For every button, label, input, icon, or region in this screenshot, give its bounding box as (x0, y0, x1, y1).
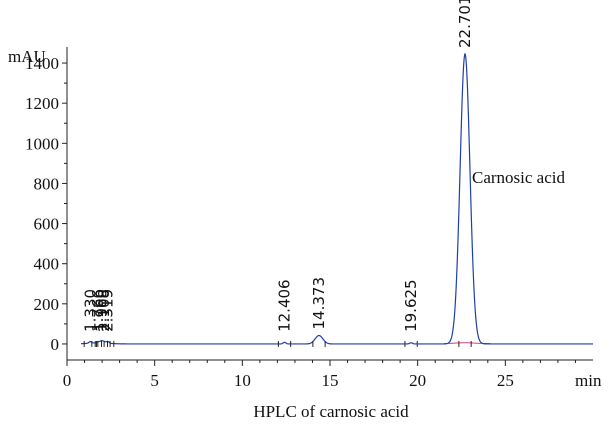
y-tick-label: 1000 (25, 134, 59, 153)
x-axis-ticks: 0 5 10 15 20 25 (63, 360, 576, 390)
peak-label: 2.319 (99, 289, 117, 332)
x-tick-label: 20 (409, 371, 426, 390)
y-tick-label: 200 (34, 295, 60, 314)
y-tick-label: 1400 (25, 54, 59, 73)
y-tick-label: 600 (34, 215, 60, 234)
y-tick-label: 400 (34, 255, 60, 274)
chromatogram-trace (80, 52, 593, 345)
chart-caption: HPLC of carnosic acid (253, 402, 409, 421)
x-tick-label: 0 (63, 371, 72, 390)
peak-label: 22.701 (456, 0, 474, 48)
axes (66, 47, 593, 361)
x-tick-label: 15 (322, 371, 339, 390)
y-tick-label: 1200 (25, 94, 59, 113)
peak-label: 12.406 (276, 279, 294, 332)
peak-label: 14.373 (310, 277, 328, 330)
peak-label: 1.330 (81, 289, 99, 332)
y-tick-label: 800 (34, 174, 60, 193)
peak-label: 1.766 (89, 289, 107, 332)
y-tick-label: 0 (51, 335, 60, 354)
x-tick-label: 10 (234, 371, 251, 390)
peak-label: 19.625 (402, 279, 420, 332)
peak-label: 1.960 (92, 289, 110, 332)
carnosic-acid-annotation: Carnosic acid (472, 168, 565, 187)
y-axis-ticks: 0 200 400 600 800 1000 1200 1400 (25, 54, 67, 354)
y-axis-title: mAU (8, 47, 46, 66)
x-tick-label: 5 (150, 371, 159, 390)
x-tick-label: 25 (497, 371, 514, 390)
x-axis-title: min (575, 371, 602, 390)
peak-label: 2.108 (95, 289, 113, 332)
peak-markers (83, 340, 472, 347)
